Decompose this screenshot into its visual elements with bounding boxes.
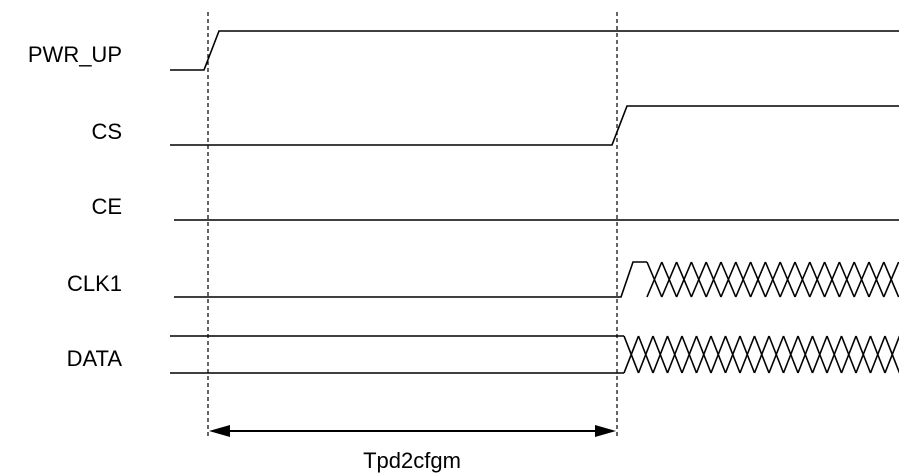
clk1-switching-region xyxy=(646,261,899,298)
clk1-transition-edge xyxy=(720,261,737,298)
arrow-right-head xyxy=(595,425,616,437)
data-transition-edge xyxy=(884,335,899,374)
cs-waveform xyxy=(170,105,899,146)
clk1-transition-edge xyxy=(809,261,826,298)
clk1-transition-edge xyxy=(883,261,899,298)
data-transition-edge xyxy=(811,335,828,374)
clk1-transition-edge xyxy=(675,261,693,298)
data-transition-edge xyxy=(652,335,669,374)
clk1-transition-edge xyxy=(705,261,722,298)
data-transition-edge xyxy=(869,335,886,374)
data-transition-edge xyxy=(826,335,843,374)
clk1-transition-edge xyxy=(779,261,796,298)
clk1-transition-edge xyxy=(868,261,885,298)
data-transition-edge xyxy=(724,335,741,374)
clk1-transition-edge xyxy=(690,261,707,298)
pwr-up-waveform xyxy=(170,30,899,71)
data-transition-edge xyxy=(637,335,654,374)
arrow-left-head xyxy=(209,425,230,437)
clk1-low-segment xyxy=(174,261,647,298)
data-transition-edge xyxy=(695,335,712,374)
clk1-transition-edge xyxy=(838,261,855,298)
clk1-transition-edge xyxy=(661,261,678,298)
clk1-transition-edge xyxy=(853,261,870,298)
clk1-transition-edge xyxy=(646,261,663,298)
clk1-transition-edge xyxy=(735,261,752,298)
signal-label-data: DATA xyxy=(67,346,123,371)
clk1-waveform xyxy=(174,261,899,298)
data-transition-edge xyxy=(855,335,872,374)
data-transition-edge xyxy=(753,335,770,374)
data-transition-edge xyxy=(840,335,857,374)
clk1-transition-edge xyxy=(823,261,841,298)
timing-label: Tpd2cfgm xyxy=(363,448,461,473)
data-transition-edge xyxy=(623,335,640,374)
clk1-transition-edge xyxy=(749,261,767,298)
timing-arrow xyxy=(209,425,616,437)
data-transition-edge xyxy=(681,335,698,374)
clk1-transition-edge xyxy=(794,261,811,298)
data-transition-edge xyxy=(739,335,756,374)
signal-label-cs: CS xyxy=(91,119,122,144)
signal-label-clk1: CLK1 xyxy=(67,271,122,296)
data-transition-edge xyxy=(710,335,727,374)
data-transition-edge xyxy=(768,335,785,374)
data-transition-edge xyxy=(666,335,683,374)
data-transition-edge xyxy=(797,335,814,374)
clk1-transition-edge xyxy=(764,261,781,298)
data-switching-region xyxy=(623,335,899,374)
data-waveform xyxy=(170,335,899,374)
signal-label-pwr-up: PWR_UP xyxy=(28,42,122,67)
data-transition-edge xyxy=(782,335,799,374)
signal-label-ce: CE xyxy=(91,194,122,219)
